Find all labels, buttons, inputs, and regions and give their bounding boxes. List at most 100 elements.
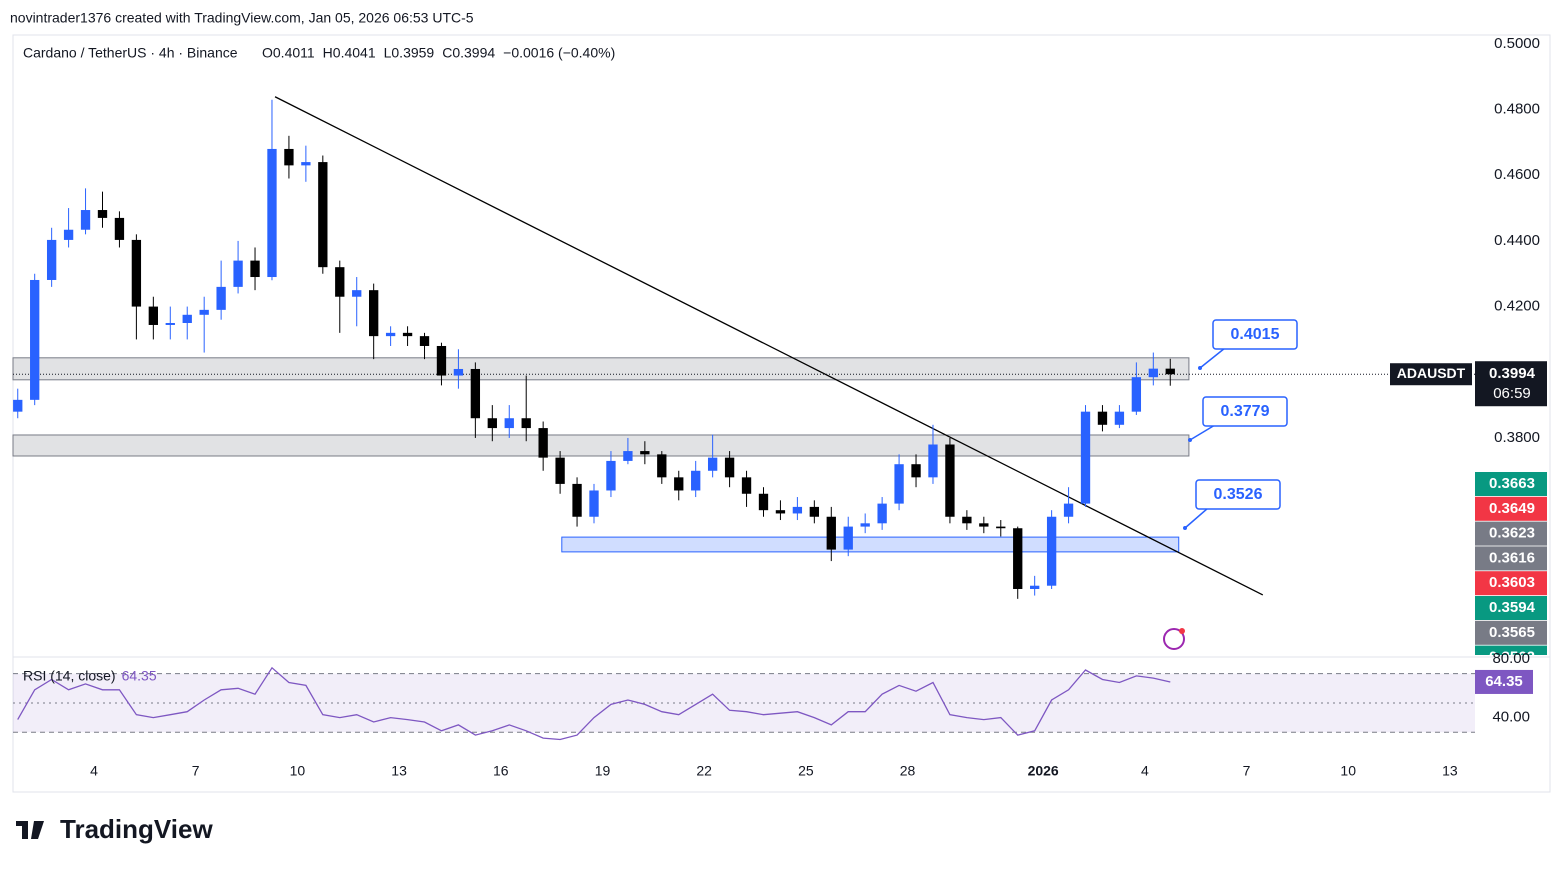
x-tick-label: 7 (1243, 763, 1251, 779)
candle-body (1097, 411, 1108, 425)
price-badge (1475, 645, 1547, 655)
candle-body (13, 399, 23, 412)
callout-pointer (1199, 347, 1226, 369)
price-badge-label: 0.3616 (1489, 549, 1535, 566)
rsi-badge-label: 64.35 (1485, 673, 1523, 690)
candle-body (301, 162, 311, 166)
x-tick-label: 13 (391, 763, 407, 779)
callout-label: 0.3526 (1214, 486, 1263, 503)
chart-frame (12, 34, 1551, 793)
candle-body (1030, 585, 1040, 589)
candle-body (352, 290, 362, 297)
candle-body (707, 457, 718, 471)
candle-body (1165, 368, 1175, 375)
price-badge-label: 0.3663 (1489, 475, 1535, 492)
candle-body (148, 306, 158, 325)
candle-body (114, 217, 125, 240)
x-tick-label: 4 (90, 763, 98, 779)
candle-body (1080, 411, 1091, 504)
candle-body (792, 506, 803, 514)
x-tick-label: 7 (192, 763, 200, 779)
price-badge (1475, 472, 1547, 496)
callout-box (1202, 396, 1288, 427)
y-tick-label: 0.3800 (1494, 429, 1540, 446)
price-badge (1475, 620, 1547, 645)
brand: TradingView (60, 814, 213, 844)
zone (12, 357, 1190, 381)
price-badge-label: 0.3565 (1489, 624, 1535, 641)
x-tick-label: 25 (798, 763, 814, 779)
candle-body (724, 457, 735, 478)
candle-body (758, 493, 769, 511)
price-badge-label: 0.3623 (1489, 525, 1535, 542)
callout-dot (1183, 526, 1187, 530)
zone (561, 536, 1180, 553)
symbol-label: ADAUSDT (1397, 365, 1466, 381)
candle-body (335, 267, 345, 297)
candle-body (369, 290, 379, 337)
x-tick-label: 22 (696, 763, 712, 779)
x-tick-label: 2026 (1028, 763, 1059, 779)
rsi-label: RSI (14, close) (23, 668, 116, 684)
candle-body (1046, 516, 1057, 586)
zone (12, 434, 1190, 457)
price-badge-label: 0.3562 (1489, 649, 1535, 666)
candle-body (233, 260, 243, 287)
candle-body (1148, 368, 1158, 378)
rsi-badge (1475, 669, 1533, 694)
candle-body (894, 464, 904, 504)
candle-body (877, 503, 887, 524)
candle-body (46, 239, 57, 280)
candle-body (911, 464, 921, 478)
ohlc-value: O0.4011 (262, 45, 315, 61)
callout-dot (1198, 366, 1202, 370)
ohlc-value: L0.3959 (384, 45, 435, 61)
candle-body (640, 451, 650, 455)
candle-body (453, 368, 464, 376)
price-badge (1475, 571, 1547, 596)
callout-pointer (1189, 424, 1216, 441)
callout-label: 0.4015 (1231, 326, 1280, 343)
candle-body (504, 418, 514, 429)
price-badge-label: 0.3603 (1489, 574, 1535, 591)
candle-body (809, 506, 819, 517)
price-badges: 0.3663 0.3649 0.3623 0.3616 0.3603 0.3594 0.35… (1475, 472, 1547, 666)
price-badge (1475, 521, 1547, 546)
candle-body (657, 454, 667, 478)
x-tick-label: 10 (290, 763, 306, 779)
trendline (274, 96, 1264, 596)
candle-body (402, 332, 413, 337)
candle-body (1063, 503, 1074, 517)
candle-body (470, 368, 481, 419)
candle-body (165, 322, 175, 325)
price-badge-label: 0.3594 (1489, 599, 1536, 616)
callout-pointer (1184, 507, 1209, 529)
alert-icon[interactable] (1163, 628, 1185, 650)
alert-dot (1179, 628, 1185, 634)
candle-body (250, 260, 260, 278)
candle-body (555, 457, 565, 484)
rsi-value: 64.35 (122, 668, 157, 684)
candle-body (419, 336, 430, 346)
y-tick-label: 0.4400 (1494, 232, 1540, 249)
callout-label: 0.3779 (1221, 403, 1270, 420)
candle-body (741, 477, 752, 494)
candle-body (385, 332, 396, 337)
price-badge (1475, 596, 1547, 620)
candle-body (538, 428, 548, 458)
price-badge (1475, 546, 1547, 571)
ohlc-value: C0.3994 (442, 45, 495, 61)
callout-box (1212, 319, 1298, 350)
symbol-badge (1390, 363, 1472, 386)
candle-body (216, 286, 226, 310)
candle-body (182, 314, 192, 323)
candle-body (606, 460, 616, 491)
candle-body (928, 444, 938, 478)
rsi-tick-label: 40.00 (1492, 709, 1530, 726)
candle-body (843, 526, 853, 550)
candle-body (623, 451, 633, 461)
candle-body (318, 162, 328, 268)
price-badge (1475, 496, 1547, 521)
candle-body (1013, 528, 1023, 589)
